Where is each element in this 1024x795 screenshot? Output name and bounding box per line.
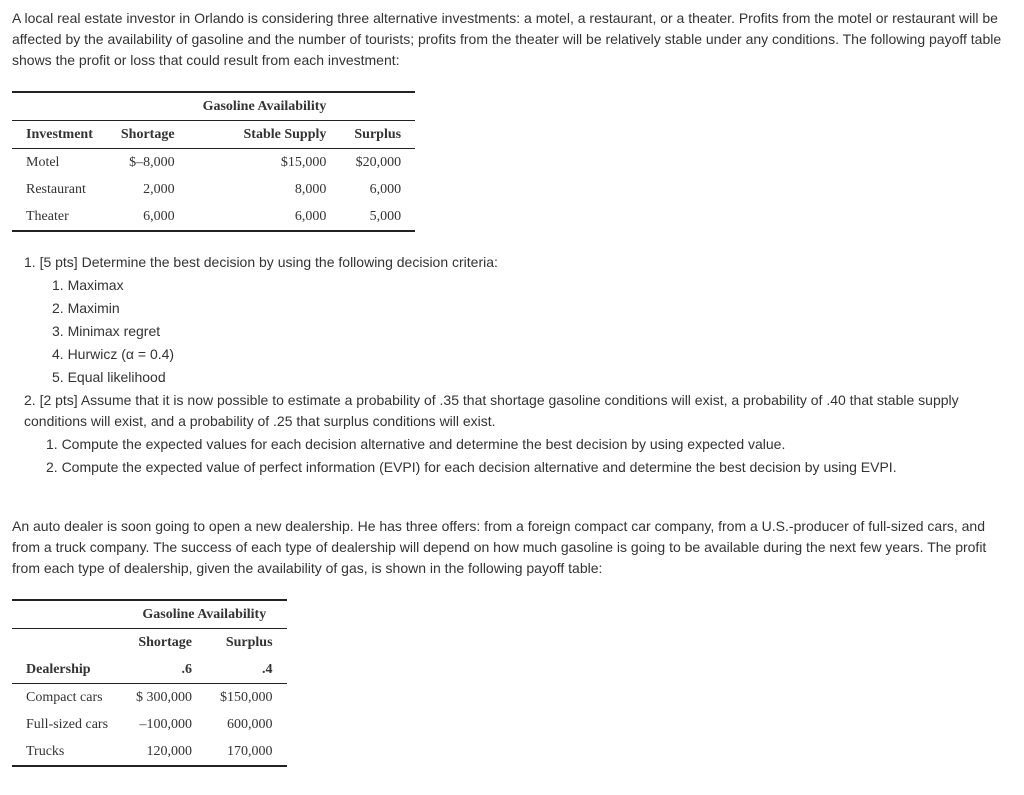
table-cell: 6,000: [340, 176, 415, 203]
group-header: Gasoline Availability: [189, 92, 341, 121]
table-cell: $150,000: [206, 684, 287, 712]
table-cell: 2,000: [107, 176, 189, 203]
table-cell: 600,000: [206, 711, 287, 738]
col-header: Shortage: [107, 121, 189, 149]
table-cell: $15,000: [189, 149, 341, 177]
col-prob: .6: [122, 656, 206, 684]
table-cell: 8,000: [189, 176, 341, 203]
table-cell: $ 300,000: [122, 684, 206, 712]
table-cell: $–8,000: [107, 149, 189, 177]
table-cell: $20,000: [340, 149, 415, 177]
col-header: Shortage: [122, 629, 206, 657]
payoff-table-2: Gasoline Availability Shortage Surplus D…: [12, 599, 287, 767]
group-header: Gasoline Availability: [122, 600, 287, 629]
table-cell: –100,000: [122, 711, 206, 738]
table-row-label: Theater: [12, 203, 107, 231]
table-row-label: Motel: [12, 149, 107, 177]
criterion: 4. Hurwicz (α = 0.4): [52, 344, 1012, 365]
col-header: Surplus: [340, 121, 415, 149]
question-2: 2. [2 pts] Assume that it is now possibl…: [24, 390, 1012, 432]
table-row-label: Trucks: [12, 738, 122, 766]
problem2-intro: An auto dealer is soon going to open a n…: [12, 516, 1012, 579]
table-cell: 5,000: [340, 203, 415, 231]
table-cell: 6,000: [107, 203, 189, 231]
table-row-label: Compact cars: [12, 684, 122, 712]
table-row-label: Restaurant: [12, 176, 107, 203]
criterion: 2. Maximin: [52, 298, 1012, 319]
row-header: Dealership: [12, 656, 122, 684]
table-cell: 6,000: [189, 203, 341, 231]
col-header: Stable Supply: [189, 121, 341, 149]
row-header: Investment: [12, 121, 107, 149]
criterion: 1. Maximax: [52, 275, 1012, 296]
question-1: 1. [5 pts] Determine the best decision b…: [24, 252, 1012, 273]
sub-question: 2. Compute the expected value of perfect…: [46, 457, 1012, 478]
col-prob: .4: [206, 656, 287, 684]
col-header: Surplus: [206, 629, 287, 657]
payoff-table-1: Gasoline Availability Investment Shortag…: [12, 91, 415, 232]
table-cell: 120,000: [122, 738, 206, 766]
criterion: 3. Minimax regret: [52, 321, 1012, 342]
table-cell: 170,000: [206, 738, 287, 766]
sub-question: 1. Compute the expected values for each …: [46, 434, 1012, 455]
table-row-label: Full-sized cars: [12, 711, 122, 738]
criterion: 5. Equal likelihood: [52, 367, 1012, 388]
problem1-intro: A local real estate investor in Orlando …: [12, 8, 1012, 71]
